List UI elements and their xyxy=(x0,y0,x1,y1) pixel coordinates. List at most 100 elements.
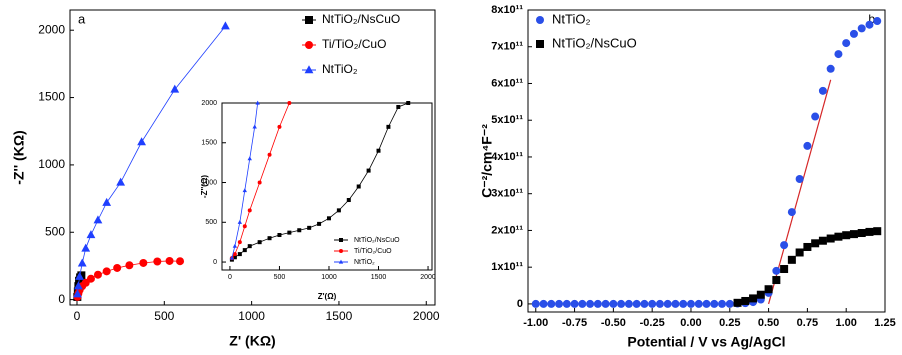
data-point xyxy=(663,299,672,308)
x-tick-label: 500 xyxy=(154,309,174,323)
legend-marker xyxy=(339,249,343,253)
data-point xyxy=(834,50,843,59)
data-point xyxy=(756,290,765,299)
data-point xyxy=(725,299,734,308)
data-point xyxy=(287,101,292,105)
data-point xyxy=(366,168,371,173)
data-point xyxy=(102,197,112,206)
data-point xyxy=(679,299,688,308)
data-point xyxy=(780,265,789,274)
y-tick-label: 5x10¹¹ xyxy=(491,114,523,126)
data-point xyxy=(406,101,411,105)
legend-label: NtTiO₂/NsCuO xyxy=(354,237,400,244)
y-tick-label: 8x10¹¹ xyxy=(491,4,523,16)
data-point xyxy=(247,244,252,249)
x-tick-label: 1.00 xyxy=(835,317,856,329)
y-tick-label: 2000 xyxy=(201,100,217,107)
legend-label: NtTiO₂/NsCuO xyxy=(552,35,637,50)
y-tick-label: 0 xyxy=(517,298,523,310)
data-point xyxy=(826,64,835,73)
data-point xyxy=(77,258,87,267)
data-point xyxy=(787,208,796,217)
data-point xyxy=(153,257,162,266)
data-point xyxy=(865,20,874,29)
y-tick-label: 4x10¹¹ xyxy=(491,151,523,163)
data-point xyxy=(818,86,827,95)
legend-label: Ti/TiO₂/CuO xyxy=(322,37,386,51)
x-tick-label: 1500 xyxy=(371,274,387,281)
x-tick-label: 0 xyxy=(74,309,81,323)
plot-frame xyxy=(527,9,886,313)
data-point xyxy=(232,252,237,257)
data-point xyxy=(702,299,711,308)
y-axis-label: -Z'' (KΩ) xyxy=(11,130,27,184)
y-tick-label: 500 xyxy=(45,224,65,238)
data-point xyxy=(346,198,351,203)
data-point xyxy=(396,104,401,109)
data-point xyxy=(73,281,83,290)
data-point xyxy=(170,84,180,93)
data-point xyxy=(873,227,882,236)
panel-label: b xyxy=(868,12,875,26)
data-point xyxy=(116,177,126,186)
data-point xyxy=(671,299,680,308)
y-tick-label: 1500 xyxy=(201,140,217,147)
x-tick-label: 0.00 xyxy=(680,317,701,329)
data-point xyxy=(834,232,843,241)
data-point xyxy=(287,230,292,235)
data-point xyxy=(811,239,820,248)
data-point xyxy=(842,39,851,48)
y-tick-label: 3x10¹¹ xyxy=(491,188,523,200)
data-point xyxy=(694,299,703,308)
data-point xyxy=(865,227,874,236)
data-point xyxy=(242,188,247,193)
data-point xyxy=(326,216,331,221)
data-point xyxy=(237,240,242,245)
data-point xyxy=(221,21,230,30)
data-point xyxy=(277,124,282,129)
data-point xyxy=(718,299,727,308)
legend-label: NtTiO₂ xyxy=(354,259,375,266)
data-point xyxy=(247,208,252,213)
data-point xyxy=(593,299,602,308)
data-point xyxy=(139,258,148,267)
data-point xyxy=(386,124,391,129)
data-point xyxy=(336,208,341,213)
data-point xyxy=(772,276,781,285)
y-tick-label: 0 xyxy=(213,259,217,266)
data-point xyxy=(609,299,618,308)
data-point xyxy=(257,180,262,185)
panel-label: a xyxy=(78,11,86,26)
data-point xyxy=(247,156,252,161)
data-point xyxy=(857,24,866,33)
legend-label: Ti/TiO₂/CuO xyxy=(354,248,392,255)
y-tick-label: 1000 xyxy=(38,157,65,171)
data-point xyxy=(137,137,147,146)
legend-label: NtTiO₂ xyxy=(322,62,358,76)
y-axis-label: C⁻²/cm⁴F⁻² xyxy=(479,124,495,198)
x-tick-label: 1.25 xyxy=(874,317,895,329)
legend-marker xyxy=(305,41,313,49)
data-point xyxy=(733,298,742,307)
data-point xyxy=(125,261,134,270)
data-point xyxy=(873,17,882,26)
x-tick-label: -0.50 xyxy=(601,317,626,329)
x-tick-label: 2000 xyxy=(413,309,440,323)
data-point xyxy=(267,236,272,241)
data-point xyxy=(93,215,103,224)
legend-marker xyxy=(305,16,313,24)
data-point xyxy=(749,294,758,303)
data-point xyxy=(624,299,633,308)
data-point xyxy=(356,184,361,189)
x-tick-label: -1.00 xyxy=(523,317,548,329)
data-point xyxy=(255,100,260,105)
data-point xyxy=(795,175,804,184)
legend-marker xyxy=(304,65,314,74)
data-point xyxy=(578,299,587,308)
data-point xyxy=(165,256,174,265)
data-point xyxy=(277,233,282,238)
data-point xyxy=(237,252,242,257)
y-tick-label: 1x10¹¹ xyxy=(491,261,523,273)
data-point xyxy=(617,299,626,308)
